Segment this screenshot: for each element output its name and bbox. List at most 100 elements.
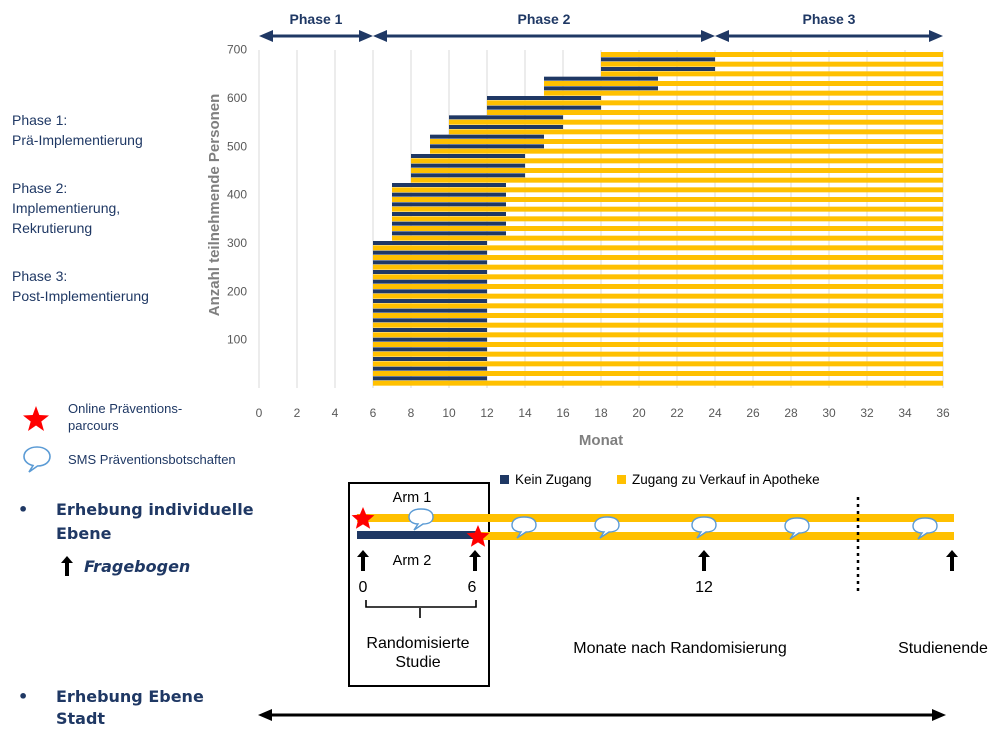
y-tick-label: 100: [227, 333, 247, 347]
no-access-bar: [373, 328, 487, 332]
phase-2-description: Phase 2: Implementierung, Rekrutierung: [12, 178, 202, 238]
x-tick-label: 26: [746, 406, 760, 420]
x-tick-label: 32: [860, 406, 874, 420]
x-tick-label: 20: [632, 406, 646, 420]
tick-6-label: 6: [468, 579, 477, 596]
study-end-label: Studienende: [898, 640, 988, 657]
phase-label: Phase 2: [518, 11, 571, 27]
phase-arrow-right-head: [359, 30, 373, 42]
access-bar: [373, 342, 943, 347]
x-tick-label: 16: [556, 406, 570, 420]
arm-1-bar: [357, 514, 954, 522]
access-bar: [601, 71, 943, 77]
star-legend-label: Online Präventions- parcours: [68, 400, 182, 434]
city-timeline-arrow-right-head: [932, 709, 946, 721]
up-arrow-icon: [469, 550, 481, 571]
access-bar: [430, 148, 943, 154]
tick-12-label: 12: [695, 579, 713, 596]
phase-3-title: Phase 3:: [12, 268, 68, 284]
phase-arrow-right-head: [701, 30, 715, 42]
access-bar: [601, 52, 943, 57]
no-access-bar: [373, 299, 487, 303]
randomized-bracket: [365, 600, 477, 608]
no-access-bar: [392, 202, 506, 207]
no-access-bar: [544, 86, 658, 91]
phase-3-description: Phase 3: Post-Implementierung: [12, 266, 202, 306]
no-access-bar: [373, 241, 487, 245]
speech-bubble-icon: [912, 517, 938, 540]
access-bar: [373, 274, 943, 280]
no-access-bar: [411, 154, 525, 158]
access-bar: [373, 371, 943, 376]
no-access-bar: [373, 357, 487, 361]
phase-2-line-1: Implementierung,: [12, 200, 121, 216]
no-access-bar: [373, 366, 487, 371]
bullet-individual-line-1: Erhebung individuelle: [56, 500, 254, 519]
x-tick-label: 24: [708, 406, 722, 420]
access-bar: [487, 110, 943, 115]
y-tick-label: 600: [227, 91, 247, 105]
access-bar: [411, 158, 943, 164]
access-bar: [544, 81, 943, 86]
access-bar: [373, 332, 943, 338]
no-access-bar: [544, 76, 658, 81]
phase-arrow-left-head: [259, 30, 273, 42]
x-tick-label: 18: [594, 406, 608, 420]
x-tick-label: 22: [670, 406, 684, 420]
x-tick-label: 10: [442, 406, 456, 420]
bullet-city-line-1: Erhebung Ebene: [56, 687, 204, 706]
x-tick-label: 36: [936, 406, 950, 420]
bullet-city: • Erhebung Ebene Stadt: [18, 686, 278, 730]
bullet-city-line-2: Stadt: [56, 709, 106, 728]
speech-bubble-icon: [691, 516, 717, 539]
access-bar: [449, 119, 943, 125]
no-access-bar: [392, 231, 506, 236]
no-access-bar: [411, 173, 525, 178]
access-bar: [373, 361, 943, 367]
no-access-bar: [487, 96, 601, 100]
access-bar: [544, 90, 943, 96]
y-axis-label: Anzahl teilnehmende Personen: [206, 94, 223, 317]
access-bar: [430, 139, 943, 144]
phase-arrow-left-head: [373, 30, 387, 42]
no-access-bar: [411, 163, 525, 168]
x-tick-label: 12: [480, 406, 494, 420]
phase-1-description: Phase 1: Prä-Implementierung: [12, 110, 202, 150]
phase-1-title: Phase 1:: [12, 112, 68, 128]
randomized-label-line-1: Randomisierte: [366, 635, 469, 652]
speech-bubble-icon: [511, 516, 537, 539]
bullet-individual-line-2: Ebene: [56, 524, 112, 543]
access-bar: [392, 235, 943, 241]
legend-no-access-label: Kein Zugang: [515, 472, 592, 487]
star-legend-line-2: parcours: [68, 418, 119, 433]
participants-chart: 0 2 4 6 8 10 12 14 16 18 20 22 24 26 28 30 32 34 361002003…: [206, 11, 950, 449]
no-access-bar: [373, 347, 487, 352]
no-access-bar: [392, 183, 506, 187]
up-arrow-icon: [698, 550, 710, 571]
no-access-bar: [601, 67, 715, 71]
x-tick-label: 2: [294, 406, 301, 420]
access-bar: [373, 380, 943, 386]
access-bar: [449, 129, 943, 135]
no-access-bar: [392, 192, 506, 197]
up-arrow-icon: [946, 550, 958, 571]
city-timeline-arrow-left-head: [258, 709, 272, 721]
up-arrow-icon: [61, 556, 73, 576]
no-access-bar: [373, 260, 487, 265]
y-tick-label: 700: [227, 43, 247, 57]
no-access-bar: [373, 376, 487, 381]
x-tick-label: 4: [332, 406, 339, 420]
x-tick-label: 6: [370, 406, 377, 420]
phase-label: Phase 3: [803, 11, 856, 27]
legend-no-access-swatch: [500, 475, 509, 484]
access-bar: [373, 284, 943, 289]
no-access-bar: [487, 105, 601, 110]
x-tick-label: 8: [408, 406, 415, 420]
phase-2-title: Phase 2:: [12, 180, 68, 196]
x-axis-label: Monat: [579, 432, 623, 449]
arm-1-label: Arm 1: [393, 490, 432, 506]
arm-2-label: Arm 2: [393, 553, 432, 569]
phase-arrow-right-head: [929, 30, 943, 42]
access-bar: [392, 197, 943, 202]
arm-2-no-access-bar: [357, 531, 478, 539]
